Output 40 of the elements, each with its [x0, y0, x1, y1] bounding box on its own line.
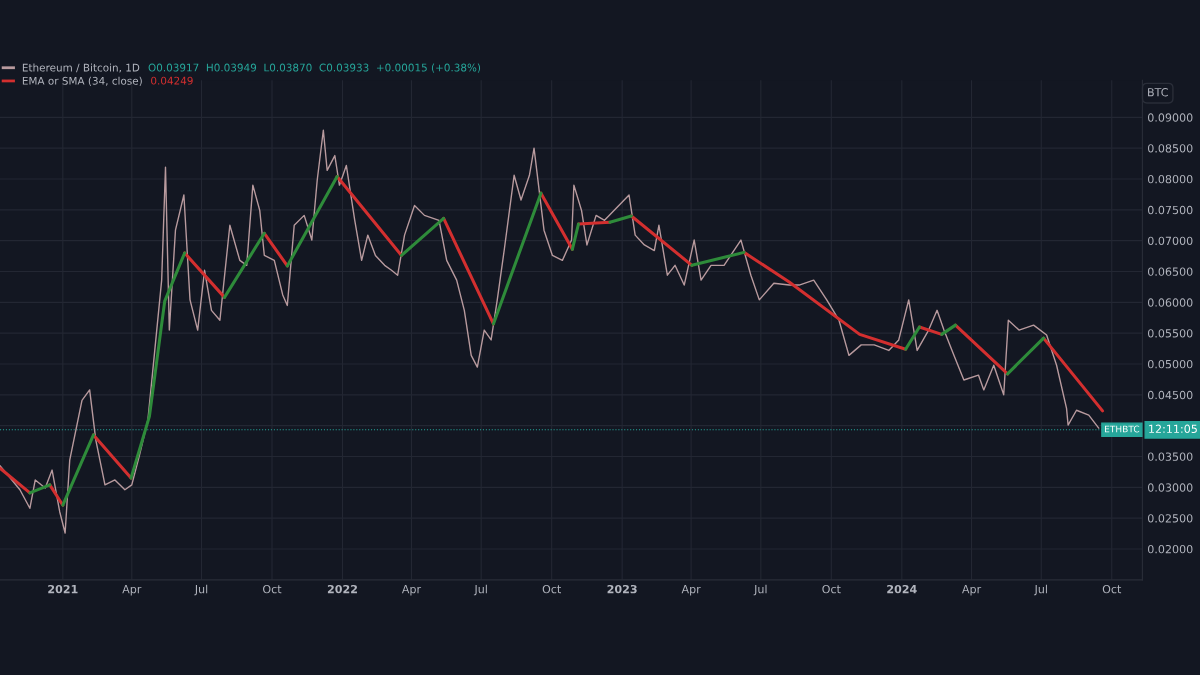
x-tick-label: 2023: [607, 584, 637, 594]
text: 12:11:05: [1149, 424, 1197, 434]
x-tick-label: Oct: [263, 584, 282, 594]
line-series: [0, 129, 1100, 534]
text: O0.03917 H0.03949 L0.03870 C0.03933 +0.00015 (+0.38%): [148, 63, 481, 73]
y-tick-label: 0.03500: [1147, 452, 1193, 461]
line-series: [742, 250, 908, 351]
x-tick-label: 2022: [327, 584, 357, 594]
y-tick-label: 0.02000: [1147, 544, 1193, 554]
legend-label: EMA or SMA (34, close): [22, 76, 142, 86]
x-tick-label: Apr: [681, 585, 701, 596]
x-tick-label: Jul: [753, 584, 767, 596]
x-tick-label: Jul: [473, 584, 487, 596]
y-tick-label: 0.06000: [1147, 298, 1193, 307]
y-tick-label: 0.03000: [1147, 483, 1193, 492]
x-tick-label: Jul: [1033, 584, 1047, 596]
x-tick-label: 2021: [48, 584, 78, 594]
y-tick-label: 0.05500: [1147, 329, 1193, 338]
y-tick-label: 0.09000: [1147, 113, 1193, 122]
x-tick-label: Apr: [401, 585, 422, 596]
x-tick-label: Oct: [542, 584, 561, 594]
ref-line-label: ETHBTC: [1105, 425, 1140, 433]
y-tick-label: 0.06500: [1147, 267, 1193, 276]
annotation: 0.04249: [151, 76, 193, 85]
y-axis-title: BTC: [1148, 88, 1168, 97]
y-tick-label: 0.05000: [1147, 359, 1193, 369]
x-tick-label: Apr: [962, 585, 982, 596]
y-tick-label: 0.08500: [1147, 144, 1193, 153]
x-tick-label: Jul: [194, 584, 208, 596]
x-tick-label: Apr: [122, 585, 142, 596]
x-tick-label: 2024: [887, 584, 917, 594]
x-tick-label: Oct: [1102, 584, 1122, 594]
y-tick-label: 0.07000: [1147, 236, 1193, 246]
y-tick-label: 0.02500: [1147, 514, 1193, 523]
y-tick-label: 0.04500: [1147, 390, 1193, 400]
line-series: [129, 251, 187, 480]
y-tick-label: 0.08000: [1147, 174, 1193, 184]
y-tick-label: 0.07500: [1147, 205, 1193, 215]
legend-label: Ethereum / Bitcoin, 1D: [22, 63, 140, 73]
x-tick-label: Oct: [822, 584, 841, 594]
